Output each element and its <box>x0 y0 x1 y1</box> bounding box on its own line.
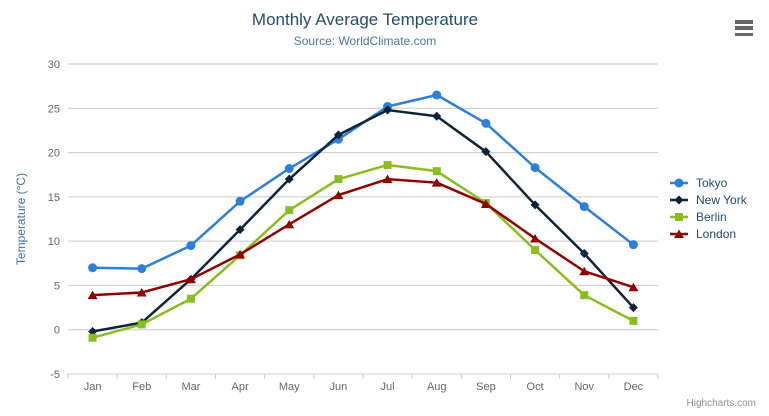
marker-london[interactable] <box>431 178 442 187</box>
legend-label-new-york: New York <box>696 192 747 207</box>
y-axis-label: 30 <box>48 59 60 71</box>
axis-layer: -5 0 5 10 15 20 25 30 Jan Feb Mar Apr May Jun Jul Aug Se… <box>48 59 659 393</box>
marker-new-york[interactable] <box>432 111 442 121</box>
series-line-tokyo[interactable] <box>92 93 635 270</box>
marker-berlin[interactable] <box>383 160 392 169</box>
y-axis-label: 5 <box>54 280 60 292</box>
marker-berlin[interactable] <box>137 320 146 329</box>
marker-new-york[interactable] <box>383 105 393 115</box>
marker-tokyo[interactable] <box>137 264 147 274</box>
hamburger-menu-icon <box>735 20 753 24</box>
marker-berlin[interactable] <box>285 206 294 215</box>
y-axis-label: 0 <box>54 325 60 337</box>
legend-marker-symbol[interactable] <box>674 229 684 238</box>
grid-layer <box>68 63 658 331</box>
y-axis-label: 25 <box>48 103 60 115</box>
marker-tokyo[interactable] <box>88 263 98 273</box>
y-axis-label: 10 <box>48 236 60 248</box>
chart-title: Monthly Average Temperature <box>251 10 479 29</box>
marker-tokyo[interactable] <box>186 241 196 251</box>
marker-new-york[interactable] <box>235 225 245 235</box>
marker-new-york[interactable] <box>481 147 491 157</box>
x-axis-label: Jun <box>330 381 348 393</box>
marker-london[interactable] <box>628 282 639 292</box>
marker-tokyo[interactable] <box>579 202 589 212</box>
legend-marker-symbol[interactable] <box>674 195 684 204</box>
marker-new-york[interactable] <box>579 249 589 259</box>
legend-label-london: London <box>696 226 737 241</box>
marker-new-york[interactable] <box>333 130 343 140</box>
x-axis-label: May <box>279 381 300 393</box>
marker-london[interactable] <box>382 174 393 184</box>
x-axis-label: Apr <box>232 381 249 393</box>
legend-marker-symbol[interactable] <box>674 178 684 187</box>
series-line-new-york[interactable] <box>92 108 635 333</box>
legend-label-tokyo: Tokyo <box>696 175 728 190</box>
marker-berlin[interactable] <box>334 175 343 184</box>
legend-marker-new-york <box>670 195 688 204</box>
marker-berlin[interactable] <box>531 246 540 254</box>
chart-subtitle: Source: WorldClimate.com <box>293 34 437 48</box>
marker-tokyo[interactable] <box>481 118 491 128</box>
marker-tokyo[interactable] <box>530 163 540 173</box>
marker-london[interactable] <box>579 266 590 276</box>
legend: Tokyo New York Berlin London <box>669 174 747 242</box>
hamburger-menu-icon <box>735 32 753 36</box>
marker-london[interactable] <box>136 288 147 297</box>
x-axis-label: Dec <box>624 381 644 393</box>
marker-london[interactable] <box>185 274 196 284</box>
marker-tokyo[interactable] <box>284 164 294 174</box>
marker-tokyo[interactable] <box>432 90 442 100</box>
marker-london[interactable] <box>480 199 491 208</box>
y-axis-label: 15 <box>48 192 60 204</box>
marker-london[interactable] <box>333 190 344 200</box>
legend-marker-tokyo <box>670 178 688 187</box>
x-axis-label: Mar <box>181 381 200 393</box>
marker-tokyo[interactable] <box>235 196 245 206</box>
legend-marker-symbol[interactable] <box>675 212 683 221</box>
marker-berlin[interactable] <box>432 167 441 176</box>
x-axis-label: Jan <box>84 381 102 393</box>
x-axis-label: Sep <box>476 381 496 393</box>
y-axis-label: -5 <box>50 369 60 381</box>
x-axis-label: Aug <box>427 381 447 393</box>
legend-item-london[interactable]: London <box>669 225 747 242</box>
export-menu-button[interactable] <box>733 18 757 38</box>
marker-berlin[interactable] <box>580 291 589 300</box>
series-line-berlin[interactable] <box>92 163 634 339</box>
series-tokyo[interactable] <box>88 90 638 274</box>
marker-london[interactable] <box>87 290 98 300</box>
marker-berlin[interactable] <box>629 316 638 325</box>
marker-london[interactable] <box>530 233 541 243</box>
legend-marker-london <box>670 229 688 238</box>
legend-marker-berlin <box>670 212 688 221</box>
marker-london[interactable] <box>284 219 295 229</box>
highcharts-credit-link[interactable]: Highcharts.com <box>686 398 756 409</box>
marker-new-york[interactable] <box>284 174 294 184</box>
marker-london[interactable] <box>235 249 246 259</box>
marker-new-york[interactable] <box>628 303 638 313</box>
legend-item-berlin[interactable]: Berlin <box>669 208 747 225</box>
marker-berlin[interactable] <box>186 294 195 303</box>
series-line-london[interactable] <box>92 177 634 297</box>
x-axis-label: Oct <box>527 381 544 393</box>
marker-tokyo[interactable] <box>628 240 638 250</box>
marker-berlin[interactable] <box>88 333 97 342</box>
y-axis-label: 20 <box>48 148 60 160</box>
legend-label-berlin: Berlin <box>696 209 727 224</box>
x-axis-label: Feb <box>132 381 151 393</box>
series-london[interactable] <box>87 174 639 300</box>
x-axis-label: Jul <box>381 381 395 393</box>
y-axis-title: Temperature (°C) <box>14 173 28 265</box>
series-new-york[interactable] <box>88 105 638 336</box>
legend-item-tokyo[interactable]: Tokyo <box>669 174 747 191</box>
hamburger-menu-icon <box>735 26 753 30</box>
x-axis-label: Nov <box>574 381 594 393</box>
series-layer <box>87 90 639 342</box>
marker-new-york[interactable] <box>530 200 540 210</box>
legend-item-new-york[interactable]: New York <box>669 191 747 208</box>
